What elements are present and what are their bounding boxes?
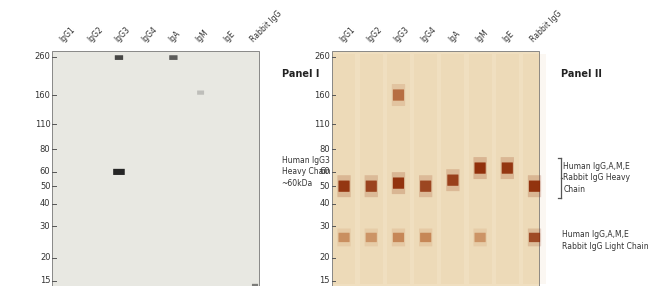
FancyBboxPatch shape — [523, 54, 546, 284]
Text: 15: 15 — [319, 276, 330, 285]
FancyBboxPatch shape — [339, 181, 350, 192]
FancyBboxPatch shape — [414, 54, 437, 284]
Text: IgG3: IgG3 — [112, 25, 131, 44]
FancyBboxPatch shape — [360, 54, 383, 284]
Text: Human IgG,A,M,E
Rabbit IgG Light Chain: Human IgG,A,M,E Rabbit IgG Light Chain — [562, 230, 649, 251]
FancyBboxPatch shape — [529, 181, 540, 192]
FancyBboxPatch shape — [366, 181, 377, 192]
Text: 50: 50 — [319, 182, 330, 191]
FancyBboxPatch shape — [393, 233, 404, 242]
Text: 30: 30 — [40, 222, 51, 231]
Text: Rabbit IgG: Rabbit IgG — [528, 9, 563, 44]
FancyBboxPatch shape — [366, 233, 377, 242]
FancyBboxPatch shape — [113, 169, 125, 175]
FancyBboxPatch shape — [337, 228, 351, 246]
FancyBboxPatch shape — [473, 157, 487, 179]
Text: IgG2: IgG2 — [365, 25, 384, 44]
FancyBboxPatch shape — [441, 54, 464, 284]
FancyBboxPatch shape — [446, 169, 460, 191]
FancyBboxPatch shape — [420, 233, 431, 242]
Text: IgG1: IgG1 — [338, 25, 357, 44]
FancyBboxPatch shape — [528, 228, 541, 246]
Text: Panel I: Panel I — [281, 69, 319, 79]
FancyBboxPatch shape — [420, 181, 431, 192]
Text: 40: 40 — [319, 199, 330, 208]
Text: IgE: IgE — [501, 29, 515, 44]
Text: IgG3: IgG3 — [392, 25, 411, 44]
FancyBboxPatch shape — [169, 55, 177, 60]
FancyBboxPatch shape — [474, 163, 486, 174]
FancyBboxPatch shape — [365, 228, 378, 246]
Text: 110: 110 — [314, 120, 330, 129]
Text: 80: 80 — [40, 145, 51, 154]
FancyBboxPatch shape — [419, 175, 432, 197]
FancyBboxPatch shape — [502, 163, 513, 174]
Text: Rabbit IgG: Rabbit IgG — [249, 9, 283, 44]
Text: 160: 160 — [314, 91, 330, 100]
FancyBboxPatch shape — [474, 233, 486, 242]
FancyBboxPatch shape — [333, 54, 356, 284]
Text: 80: 80 — [319, 145, 330, 154]
FancyBboxPatch shape — [469, 54, 491, 284]
Text: IgG4: IgG4 — [419, 25, 438, 44]
Text: 50: 50 — [40, 182, 51, 191]
Text: IgA: IgA — [447, 29, 461, 44]
FancyBboxPatch shape — [496, 54, 519, 284]
Text: IgM: IgM — [194, 28, 211, 44]
FancyBboxPatch shape — [393, 89, 404, 101]
FancyBboxPatch shape — [337, 175, 351, 197]
Text: 260: 260 — [34, 52, 51, 61]
Text: IgA: IgA — [167, 29, 182, 44]
FancyBboxPatch shape — [365, 175, 378, 197]
Text: 160: 160 — [34, 91, 51, 100]
Text: 20: 20 — [319, 253, 330, 262]
Text: Human IgG3
Heavy Chain
~60kDa: Human IgG3 Heavy Chain ~60kDa — [281, 156, 330, 188]
FancyBboxPatch shape — [332, 51, 539, 286]
FancyBboxPatch shape — [528, 175, 541, 197]
Text: 110: 110 — [34, 120, 51, 129]
FancyBboxPatch shape — [393, 178, 404, 189]
FancyBboxPatch shape — [392, 172, 405, 194]
Text: 40: 40 — [40, 199, 51, 208]
Text: Human IgG,A,M,E
Rabbit IgG Heavy
Chain: Human IgG,A,M,E Rabbit IgG Heavy Chain — [564, 162, 630, 194]
Text: IgM: IgM — [474, 28, 490, 44]
FancyBboxPatch shape — [197, 91, 204, 95]
FancyBboxPatch shape — [419, 228, 432, 246]
FancyBboxPatch shape — [500, 157, 514, 179]
Text: 15: 15 — [40, 276, 51, 285]
Text: IgG4: IgG4 — [140, 25, 159, 44]
FancyBboxPatch shape — [529, 233, 540, 242]
Text: 260: 260 — [314, 52, 330, 61]
FancyBboxPatch shape — [52, 51, 259, 286]
Text: IgE: IgE — [222, 29, 236, 44]
FancyBboxPatch shape — [387, 54, 410, 284]
Text: Panel II: Panel II — [561, 69, 601, 79]
FancyBboxPatch shape — [115, 55, 123, 60]
Text: IgG1: IgG1 — [58, 25, 77, 44]
Text: 60: 60 — [319, 167, 330, 176]
FancyBboxPatch shape — [473, 228, 487, 246]
Text: 30: 30 — [319, 222, 330, 231]
FancyBboxPatch shape — [392, 228, 405, 246]
FancyBboxPatch shape — [392, 84, 405, 106]
FancyBboxPatch shape — [447, 175, 458, 186]
Text: 20: 20 — [40, 253, 51, 262]
FancyBboxPatch shape — [252, 284, 258, 288]
Text: IgG2: IgG2 — [85, 25, 104, 44]
Text: 60: 60 — [40, 167, 51, 176]
FancyBboxPatch shape — [339, 233, 350, 242]
